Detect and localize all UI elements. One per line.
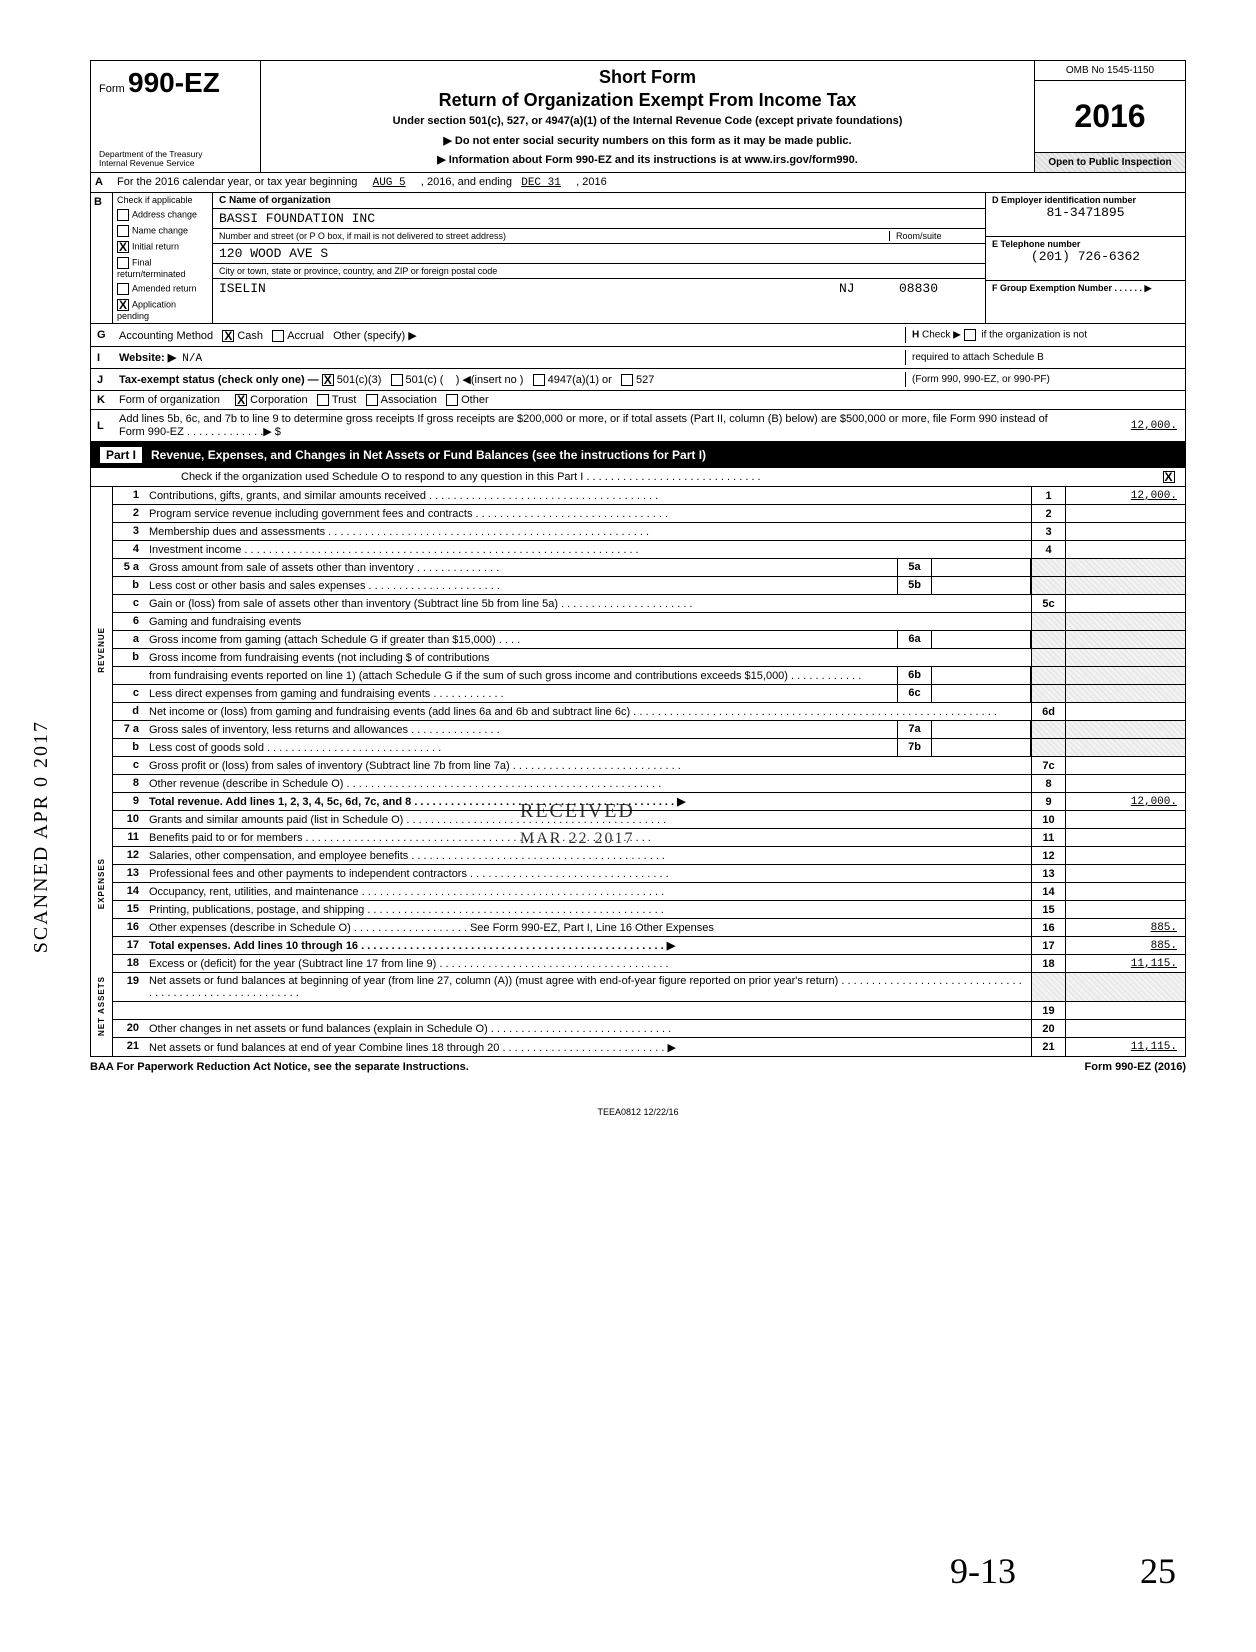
org-zip: 08830 <box>899 281 979 296</box>
short-form-label: Short Form <box>281 67 1014 88</box>
dept-2: Internal Revenue Service <box>99 159 252 168</box>
city-label: City or town, state or province, country… <box>219 266 497 276</box>
row-a-tail: , 2016 <box>576 176 607 188</box>
c-label: C Name of organization <box>219 195 331 206</box>
form-title-box: Short Form Return of Organization Exempt… <box>261 61 1035 172</box>
side-assets: NET ASSETS <box>91 955 113 1056</box>
row-a-text: For the 2016 calendar year, or tax year … <box>117 176 357 188</box>
row-g: G Accounting Method Cash Accrual Other (… <box>90 324 1186 347</box>
part1-header: Part I Revenue, Expenses, and Changes in… <box>90 442 1186 468</box>
letter-j: J <box>91 374 113 386</box>
open-public: Open to Public Inspection <box>1035 153 1185 172</box>
received-date: MAR 22 2017 <box>520 830 634 848</box>
form-subtitle: Under section 501(c), 527, or 4947(a)(1)… <box>281 115 1014 128</box>
check-h[interactable] <box>964 329 976 341</box>
footer-left: BAA For Paperwork Reduction Act Notice, … <box>90 1061 469 1073</box>
omb-number: OMB No 1545-1150 <box>1035 61 1185 81</box>
form-id-box: Form 990-EZ Department of the Treasury I… <box>91 61 261 172</box>
scanned-stamp: SCANNED APR 0 2017 <box>30 720 53 953</box>
part1-title: Revenue, Expenses, and Changes in Net As… <box>151 448 706 462</box>
received-stamp: RECEIVED <box>520 800 635 823</box>
letter-g: G <box>91 329 113 341</box>
check-final: Final return/terminated <box>113 255 212 281</box>
row-a-begin: Aug 5 <box>373 177 406 189</box>
right-boxes: D Employer identification number81-34718… <box>985 193 1185 323</box>
check-accrual[interactable] <box>272 330 284 342</box>
part1-label: Part I <box>99 446 143 464</box>
footer-right: Form 990-EZ (2016) <box>1085 1061 1186 1073</box>
row-a: A For the 2016 calendar year, or tax yea… <box>90 173 1186 193</box>
row-j: J Tax-exempt status (check only one) — 5… <box>90 369 1186 391</box>
form-prefix: Form <box>99 83 125 95</box>
form-number: 990-EZ <box>128 67 220 98</box>
row-a-mid: , 2016, and ending <box>421 176 512 188</box>
addr-label: Number and street (or P O box, if mail i… <box>219 231 889 241</box>
letter-i: I <box>91 352 113 364</box>
footer: BAA For Paperwork Reduction Act Notice, … <box>90 1057 1186 1077</box>
check-amended: Amended return <box>113 281 212 297</box>
org-city: Iselin <box>219 281 839 296</box>
row-l: L Add lines 5b, 6c, and 7b to line 9 to … <box>90 410 1186 442</box>
part1-checkbox[interactable] <box>1163 471 1175 483</box>
side-revenue: REVENUE <box>91 487 113 811</box>
row-i: I Website: ▶ N/A required to attach Sche… <box>90 347 1186 369</box>
instruction-1: ▶ Do not enter social security numbers o… <box>281 134 1014 147</box>
letter-a: A <box>91 173 113 192</box>
form-right-box: OMB No 1545-1150 2016 Open to Public Ins… <box>1035 61 1185 172</box>
hand-1: 9-13 <box>950 1550 1016 1592</box>
tax-year: 2016 <box>1035 81 1185 153</box>
org-state: NJ <box>839 281 899 296</box>
e-label: E Telephone number <box>992 239 1179 249</box>
org-addr: 120 WOOD AVE S <box>219 246 328 261</box>
b-intro: Check if applicable <box>113 193 212 207</box>
d-label: D Employer identification number <box>992 195 1179 205</box>
check-address: Address change <box>113 207 212 223</box>
b-check-column: Check if applicable Address change Name … <box>113 193 213 323</box>
check-initial: Initial return <box>113 239 212 255</box>
check-pending: Application pending <box>113 297 212 323</box>
check-501c3[interactable] <box>322 374 334 386</box>
side-expenses: EXPENSES <box>91 811 113 955</box>
c-main: C Name of organization BASSI FOUNDATION … <box>213 193 985 323</box>
part1-check: Check if the organization used Schedule … <box>90 468 1186 487</box>
row-a-end: Dec 31 <box>521 177 561 189</box>
letter-b: B <box>91 193 113 323</box>
row-l-val: 12,000. <box>1065 420 1185 432</box>
org-name: BASSI FOUNDATION INC <box>219 211 375 226</box>
form-title: Return of Organization Exempt From Incom… <box>281 90 1014 111</box>
form-header: Form 990-EZ Department of the Treasury I… <box>90 60 1186 173</box>
row-h: H Check ▶ if the organization is not <box>905 327 1185 343</box>
part1-table: REVENUE 1Contributions, gifts, grants, a… <box>90 487 1186 1057</box>
check-cash[interactable] <box>222 330 234 342</box>
room-label: Room/suite <box>889 231 979 241</box>
f-label: F Group Exemption Number . . . . . . ▶ <box>992 283 1179 294</box>
row-k: K Form of organization Corporation Trust… <box>90 391 1186 410</box>
e-val: (201) 726-6362 <box>992 249 1179 264</box>
instruction-2: ▶ Information about Form 990-EZ and its … <box>281 153 1014 166</box>
header-grid: B Check if applicable Address change Nam… <box>90 193 1186 324</box>
d-val: 81-3471895 <box>992 205 1179 220</box>
hand-2: 25 <box>1140 1550 1176 1592</box>
check-name: Name change <box>113 223 212 239</box>
footer-mid: TEEA0812 12/22/16 <box>90 1107 1186 1117</box>
